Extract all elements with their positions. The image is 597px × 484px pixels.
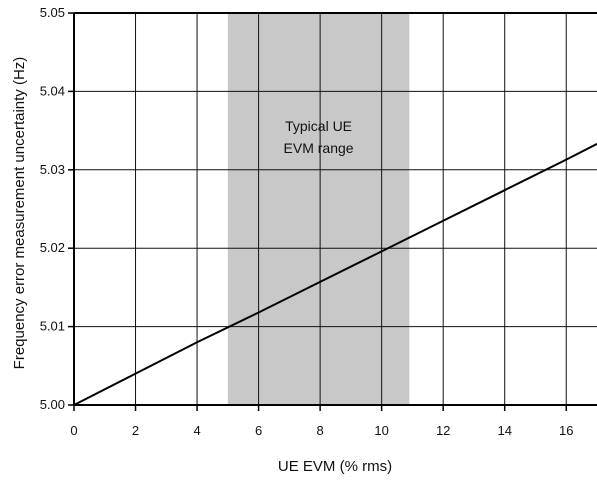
y-tick-label: 5.01 bbox=[40, 319, 65, 334]
x-tick-label: 8 bbox=[317, 423, 324, 438]
x-tick-label: 2 bbox=[132, 423, 139, 438]
x-tick-label: 10 bbox=[374, 423, 388, 438]
y-tick-label: 5.02 bbox=[40, 240, 65, 255]
y-axis-title: Frequency error measurement uncertainty … bbox=[11, 57, 28, 370]
shaded-evm-range bbox=[227, 13, 410, 405]
x-tick-label: 4 bbox=[193, 423, 200, 438]
y-tick-label: 5.03 bbox=[40, 162, 65, 177]
x-tick-label: 6 bbox=[255, 423, 262, 438]
x-tick-label: 12 bbox=[436, 423, 450, 438]
x-tick-label: 0 bbox=[70, 423, 77, 438]
x-tick-label: 16 bbox=[559, 423, 573, 438]
y-tick-label: 5.05 bbox=[40, 5, 65, 20]
y-tick-label: 5.04 bbox=[40, 83, 65, 98]
y-tick-label: 5.00 bbox=[40, 397, 65, 412]
annotation-label-line-2: EVM range bbox=[284, 140, 354, 156]
x-tick-label: 14 bbox=[497, 423, 511, 438]
x-axis-title: UE EVM (% rms) bbox=[278, 458, 392, 475]
series-line-1 bbox=[73, 143, 597, 406]
annotation-label-line-1: Typical UE bbox=[285, 118, 352, 134]
